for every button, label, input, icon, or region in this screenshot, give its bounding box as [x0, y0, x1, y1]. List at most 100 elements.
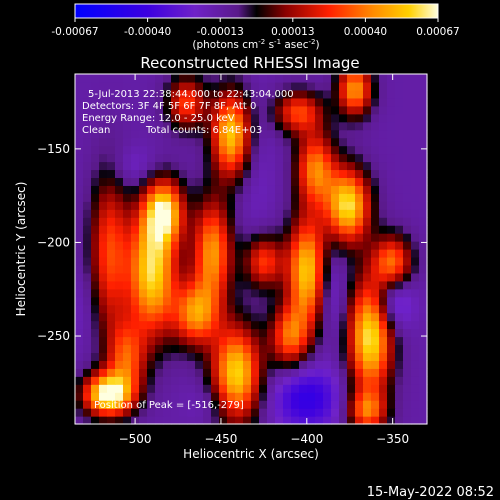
heatmap-cell	[123, 113, 132, 123]
heatmap-cell	[395, 225, 404, 234]
heatmap-cell	[371, 225, 380, 234]
heatmap-cell	[163, 177, 172, 186]
heatmap-cell	[339, 145, 348, 155]
heatmap-cell	[179, 272, 188, 282]
heatmap-cell	[379, 272, 388, 282]
heatmap-cell	[283, 201, 292, 210]
heatmap-cell	[171, 129, 180, 139]
heatmap-cell	[411, 328, 420, 338]
heatmap-cell	[99, 368, 108, 377]
colorbar-ticks: -0.00067 -0.00040 -0.00013 0.00013 0.00040 0.…	[51, 18, 460, 38]
x-tick-label: −400	[290, 432, 323, 446]
heatmap-cell	[235, 336, 244, 346]
heatmap-cell	[323, 384, 332, 393]
heatmap-cell	[179, 368, 188, 377]
heatmap-cell	[243, 352, 252, 361]
heatmap-cell	[203, 233, 212, 242]
heatmap-cell	[227, 161, 236, 171]
heatmap-cell	[355, 241, 364, 250]
heatmap-cell	[395, 328, 404, 338]
heatmap-cell	[107, 312, 116, 322]
heatmap-cell	[403, 113, 412, 123]
heatmap-cell	[155, 185, 164, 194]
heatmap-cell	[419, 105, 428, 115]
heatmap-cell	[123, 233, 132, 242]
heatmap-cell	[339, 233, 348, 242]
heatmap-cell	[331, 145, 340, 155]
heatmap-cell	[259, 360, 268, 369]
heatmap-cell	[331, 185, 340, 194]
heatmap-cell	[259, 336, 268, 346]
heatmap-cell	[379, 392, 388, 401]
heatmap-cell	[83, 368, 92, 377]
heatmap-cell	[139, 74, 148, 83]
heatmap-cell	[283, 400, 292, 409]
heatmap-cell	[107, 225, 116, 234]
heatmap-cell	[211, 177, 220, 186]
heatmap-cell	[291, 264, 300, 274]
heatmap-cell	[355, 145, 364, 155]
heatmap-cell	[75, 320, 84, 330]
heatmap-cell	[187, 280, 196, 290]
heatmap-cell	[371, 264, 380, 274]
heatmap-cell	[91, 185, 100, 194]
heatmap-cell	[307, 312, 316, 322]
heatmap-cell	[355, 336, 364, 346]
x-tick-label: −450	[204, 432, 237, 446]
heatmap-cell	[331, 352, 340, 361]
heatmap-cell	[251, 225, 260, 234]
heatmap-cell	[227, 360, 236, 369]
heatmap-cell	[339, 304, 348, 314]
heatmap-cell	[411, 392, 420, 401]
heatmap-cell	[139, 344, 148, 353]
heatmap-cell	[139, 336, 148, 346]
heatmap-cell	[299, 74, 308, 83]
heatmap-cell	[235, 368, 244, 377]
heatmap-cell	[123, 217, 132, 226]
heatmap-cell	[307, 145, 316, 155]
heatmap-cell	[363, 241, 372, 250]
heatmap-cell	[259, 392, 268, 401]
heatmap-cell	[387, 217, 396, 226]
heatmap-cell	[251, 360, 260, 369]
heatmap-cell	[347, 129, 356, 139]
heatmap-cell	[123, 304, 132, 314]
heatmap-cell	[323, 137, 332, 147]
heatmap-cell	[155, 344, 164, 353]
heatmap-cell	[243, 272, 252, 282]
heatmap-cell	[163, 209, 172, 218]
heatmap-cell	[171, 328, 180, 338]
heatmap-cell	[307, 241, 316, 250]
heatmap-cell	[139, 352, 148, 361]
heatmap-cell	[419, 145, 428, 155]
heatmap-cell	[123, 145, 132, 155]
heatmap-cell	[355, 344, 364, 353]
plot-frame	[74, 73, 428, 425]
heatmap-cell	[227, 209, 236, 218]
heatmap-cell	[107, 97, 116, 107]
heatmap-cell	[203, 169, 212, 178]
heatmap-cell	[291, 201, 300, 210]
heatmap-cell	[179, 288, 188, 298]
heatmap-cell	[211, 408, 220, 417]
heatmap-cell	[419, 312, 428, 322]
heatmap-cell	[227, 272, 236, 282]
heatmap-cell	[131, 352, 140, 361]
heatmap-cell	[139, 288, 148, 298]
heatmap-cell	[243, 376, 252, 385]
heatmap-cell	[251, 264, 260, 274]
heatmap-cell	[331, 193, 340, 202]
heatmap-cell	[251, 201, 260, 210]
heatmap-cell	[211, 97, 220, 107]
heatmap-cell	[403, 225, 412, 234]
heatmap-cell	[331, 288, 340, 298]
heatmap-cell	[211, 352, 220, 361]
heatmap-cell	[403, 344, 412, 353]
heatmap-cell	[331, 400, 340, 409]
heatmap-cell	[123, 296, 132, 306]
heatmap-cell	[107, 81, 116, 91]
heatmap-cell	[131, 272, 140, 282]
heatmap-cell	[227, 233, 236, 242]
heatmap-cell	[379, 225, 388, 234]
heatmap-cell	[203, 288, 212, 298]
